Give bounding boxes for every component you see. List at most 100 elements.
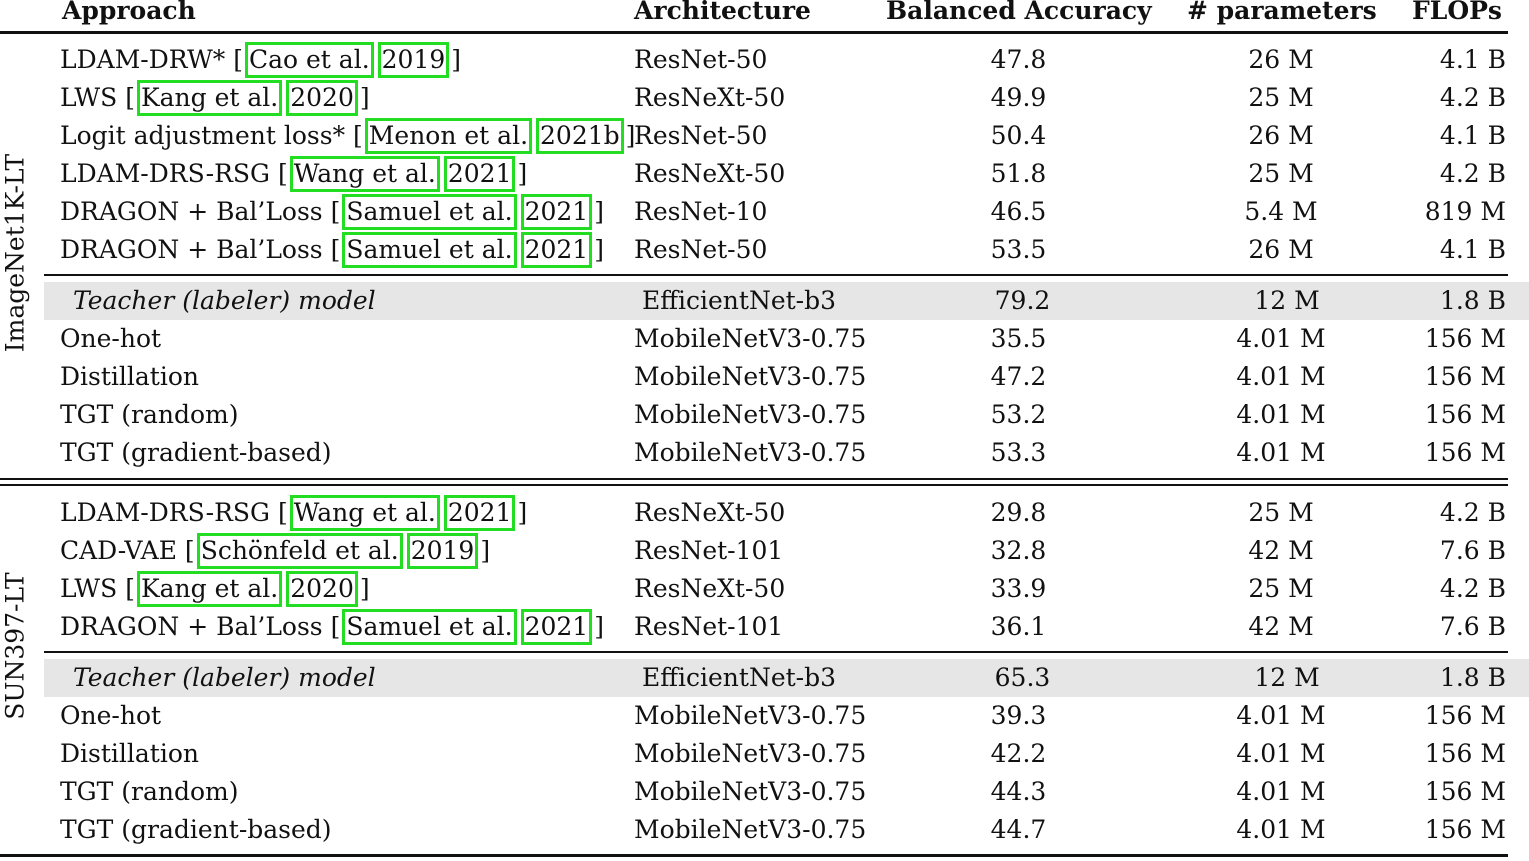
flops-cell: 156 M — [1424, 362, 1506, 391]
citation-year-link[interactable]: 2021b — [536, 118, 624, 154]
flops-cell: 4.1 B — [1439, 235, 1506, 264]
table-row: LDAM-DRS-RSG [Wang et al. 2021] ResNeXt-5… — [0, 155, 1529, 193]
architecture-cell: ResNet-101 — [634, 536, 784, 565]
architecture-cell: ResNeXt-50 — [634, 498, 786, 527]
citation-author-link[interactable]: Wang et al. — [289, 495, 440, 531]
teacher-row: Teacher (labeler) model EfficientNet-b3 … — [0, 659, 1529, 697]
table-row: One-hot MobileNetV3-0.75 39.3 4.01 M 156… — [0, 697, 1529, 735]
citation-author-link[interactable]: Kang et al. — [136, 571, 283, 607]
accuracy-cell: 36.1 — [990, 612, 1047, 641]
table-row: TGT (random) MobileNetV3-0.75 53.2 4.01 … — [0, 396, 1529, 434]
approach-cell: TGT (random) — [60, 400, 239, 429]
teacher-row-shade — [44, 659, 1529, 697]
midrule-sun — [44, 651, 1508, 653]
flops-cell: 156 M — [1424, 400, 1506, 429]
accuracy-cell: 53.5 — [990, 235, 1047, 264]
approach-cell: TGT (gradient-based) — [60, 438, 332, 467]
parameters-cell: 26 M — [1248, 45, 1314, 74]
parameters-cell: 25 M — [1248, 83, 1314, 112]
parameters-cell: 4.01 M — [1236, 701, 1326, 730]
accuracy-cell: 47.2 — [990, 362, 1047, 391]
architecture-cell: ResNet-50 — [634, 45, 768, 74]
parameters-cell: 25 M — [1248, 574, 1314, 603]
approach-cell: One-hot — [60, 701, 162, 730]
parameters-cell: 4.01 M — [1236, 362, 1326, 391]
table-row: Logit adjustment loss* [Menon et al. 2021… — [0, 117, 1529, 155]
bottom-rule — [0, 854, 1508, 857]
table-row: LWS [Kang et al. 2020] ResNeXt-50 33.9 25… — [0, 570, 1529, 608]
table-row: One-hot MobileNetV3-0.75 35.5 4.01 M 156… — [0, 320, 1529, 358]
approach-cell: LWS [Kang et al. 2020] — [60, 570, 370, 608]
accuracy-cell: 42.2 — [990, 739, 1047, 768]
citation-author-link[interactable]: Menon et al. — [364, 118, 533, 154]
accuracy-cell: 53.2 — [990, 400, 1047, 429]
flops-cell: 4.1 B — [1439, 121, 1506, 150]
architecture-cell: ResNeXt-50 — [634, 159, 786, 188]
citation-author-link[interactable]: Cao et al. — [244, 42, 374, 78]
table-row: DRAGON + Bal’Loss [Samuel et al. 2021] Re… — [0, 231, 1529, 269]
approach-cell: Logit adjustment loss* [Menon et al. 2021… — [60, 117, 635, 155]
architecture-cell: EfficientNet-b3 — [642, 663, 837, 692]
accuracy-cell: 32.8 — [990, 536, 1047, 565]
architecture-cell: ResNeXt-50 — [634, 83, 786, 112]
header-balanced-accuracy: Balanced Accuracy — [886, 0, 1152, 25]
citation-year-link[interactable]: 2019 — [406, 533, 479, 569]
citation-author-link[interactable]: Schönfeld et al. — [196, 533, 403, 569]
table-row: LWS [Kang et al. 2020] ResNeXt-50 49.9 25… — [0, 79, 1529, 117]
citation-year-link[interactable]: 2021 — [520, 609, 593, 645]
accuracy-cell: 49.9 — [990, 83, 1047, 112]
accuracy-cell: 44.3 — [990, 777, 1047, 806]
citation-year-link[interactable]: 2021 — [520, 232, 593, 268]
approach-cell: Distillation — [60, 362, 200, 391]
accuracy-cell: 29.8 — [990, 498, 1047, 527]
flops-cell: 4.1 B — [1439, 45, 1506, 74]
flops-cell: 7.6 B — [1439, 612, 1506, 641]
accuracy-cell: 79.2 — [994, 286, 1051, 315]
parameters-cell: 25 M — [1248, 159, 1314, 188]
citation-author-link[interactable]: Samuel et al. — [342, 232, 517, 268]
parameters-cell: 4.01 M — [1236, 438, 1326, 467]
table-row: Distillation MobileNetV3-0.75 47.2 4.01 … — [0, 358, 1529, 396]
parameters-cell: 4.01 M — [1236, 739, 1326, 768]
accuracy-cell: 44.7 — [990, 815, 1047, 844]
approach-cell: CAD-VAE [Schönfeld et al. 2019] — [60, 532, 490, 570]
parameters-cell: 4.01 M — [1236, 777, 1326, 806]
flops-cell: 4.2 B — [1439, 159, 1506, 188]
architecture-cell: MobileNetV3-0.75 — [634, 777, 867, 806]
citation-year-link[interactable]: 2019 — [377, 42, 450, 78]
approach-cell: DRAGON + Bal’Loss [Samuel et al. 2021] — [60, 608, 604, 646]
header-num-parameters: # parameters — [1187, 0, 1377, 25]
flops-cell: 4.2 B — [1439, 83, 1506, 112]
flops-cell: 156 M — [1424, 815, 1506, 844]
citation-year-link[interactable]: 2020 — [286, 80, 358, 116]
parameters-cell: 4.01 M — [1236, 815, 1326, 844]
parameters-cell: 26 M — [1248, 121, 1314, 150]
citation-year-link[interactable]: 2021 — [443, 156, 516, 192]
approach-cell: One-hot — [60, 324, 162, 353]
architecture-cell: MobileNetV3-0.75 — [634, 815, 867, 844]
citation-author-link[interactable]: Samuel et al. — [342, 609, 517, 645]
section-double-rule-bottom — [0, 484, 1508, 486]
citation-author-link[interactable]: Samuel et al. — [342, 194, 517, 230]
citation-year-link[interactable]: 2021 — [443, 495, 516, 531]
architecture-cell: MobileNetV3-0.75 — [634, 324, 867, 353]
citation-year-link[interactable]: 2021 — [520, 194, 593, 230]
teacher-row: Teacher (labeler) model EfficientNet-b3 … — [0, 282, 1529, 320]
architecture-cell: EfficientNet-b3 — [642, 286, 837, 315]
flops-cell: 4.2 B — [1439, 574, 1506, 603]
flops-cell: 4.2 B — [1439, 498, 1506, 527]
midrule-imagenet — [44, 274, 1508, 276]
flops-cell: 7.6 B — [1439, 536, 1506, 565]
accuracy-cell: 53.3 — [990, 438, 1047, 467]
flops-cell: 156 M — [1424, 739, 1506, 768]
accuracy-cell: 47.8 — [990, 45, 1047, 74]
table-row: LDAM-DRS-RSG [Wang et al. 2021] ResNeXt-5… — [0, 494, 1529, 532]
citation-author-link[interactable]: Wang et al. — [289, 156, 440, 192]
flops-cell: 1.8 B — [1439, 663, 1506, 692]
table-row: TGT (random) MobileNetV3-0.75 44.3 4.01 … — [0, 773, 1529, 811]
citation-year-link[interactable]: 2020 — [286, 571, 358, 607]
table-row: DRAGON + Bal’Loss [Samuel et al. 2021] Re… — [0, 193, 1529, 231]
citation-author-link[interactable]: Kang et al. — [136, 80, 283, 116]
parameters-cell: 42 M — [1248, 536, 1314, 565]
parameters-cell: 42 M — [1248, 612, 1314, 641]
